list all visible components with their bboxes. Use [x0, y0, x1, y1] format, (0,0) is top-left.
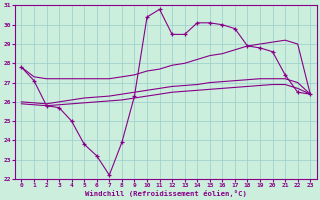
- X-axis label: Windchill (Refroidissement éolien,°C): Windchill (Refroidissement éolien,°C): [85, 190, 247, 197]
